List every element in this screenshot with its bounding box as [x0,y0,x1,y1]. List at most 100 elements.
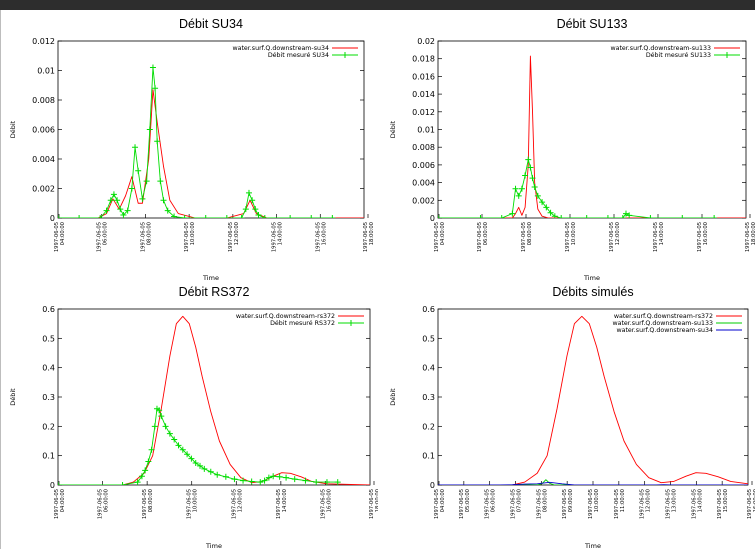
x-tick-date: 1997-06-05 [97,222,103,252]
x-tick-label: 1997-06-05 14:00:00 [276,489,288,519]
plot-frame [437,40,747,219]
x-tick-date: 1997-06-05 [434,222,440,252]
data-point [120,212,127,218]
x-tick-time: 14:00:00 [278,222,284,245]
x-tick-time: 10:00:00 [190,222,196,245]
y-tick-label: 0.4 [422,364,435,373]
data-point [107,197,114,204]
data-point [509,210,516,217]
x-tick-label: 1997-06-05 16:00:00 [320,489,332,519]
x-tick-date: 1997-06-05 [363,222,369,252]
y-tick-label: 0.016 [412,72,435,81]
x-tick-label: 1997-06-05 04:00:00 [434,489,446,519]
x-axis-label: Time [205,542,222,549]
x-tick-label: 1997-06-05 09:00:00 [562,489,574,519]
data-point [265,474,272,481]
data-point [192,460,199,466]
series-line-1 [58,408,338,485]
data-point [240,477,247,484]
data-point [156,407,163,414]
y-tick-label: 0.006 [412,161,435,170]
x-tick-date: 1997-06-05 [54,222,60,252]
data-point [619,215,626,218]
data-point [142,467,149,474]
data-point [518,185,525,192]
y-tick-label: 0.014 [412,90,435,99]
x-tick-date: 1997-06-05 [187,489,193,519]
data-point [525,156,532,163]
data-point [135,167,142,174]
x-tick-time: 04:00:00 [440,222,446,245]
legend-label: water.surf.Q.downstream-rs372 [614,313,713,320]
data-point [534,192,541,199]
x-tick-date: 1997-06-05 [276,489,282,519]
data-point [164,207,171,214]
data-point [58,482,61,485]
data-point [543,204,550,211]
chart-title: Débits simulés [552,285,633,299]
series-line-1 [58,67,333,218]
x-tick-date: 1997-06-05 [142,489,148,519]
data-point [531,184,538,191]
y-tick-label: 0.004 [412,179,435,188]
data-point [207,468,214,475]
chart-panel-debit-su133: Débit SU133 0 0.002 0.004 0.006 0.008 0.01 0.01… [378,10,755,282]
data-point [238,215,245,218]
x-tick-time: 14:00:00 [659,222,665,245]
x-tick-time: 08:00:00 [148,489,154,512]
data-point [257,479,264,485]
legend-label: Débit mesuré SU133 [646,51,711,59]
data-point [498,215,505,218]
x-tick-date: 1997-06-05 [140,222,146,252]
x-tick-time: 16:00:00 [321,222,327,245]
x-tick-date: 1997-06-05 [54,489,60,519]
x-tick-time: 06:00:00 [103,222,109,245]
data-point [626,212,633,218]
y-tick-label: 0 [430,481,435,490]
series-line-0 [58,89,364,218]
x-tick-time: 06:00:00 [104,489,110,512]
data-point [283,474,290,481]
data-point [242,206,249,213]
x-tick-label: 1997-06-05 04:00:00 [434,222,446,252]
x-tick-date: 1997-06-05 [745,222,751,252]
data-point [515,192,522,199]
legend-label: water.surf.Q.downstream-su133 [612,320,713,327]
x-tick-date: 1997-06-05 [565,222,571,252]
x-axis-label: Time [584,542,601,549]
x-tick-date: 1997-06-05 [609,222,615,252]
x-tick-time: 08:00:00 [527,222,533,245]
data-point [255,212,262,218]
legend-label: Débit mesuré SU34 [268,51,329,59]
data-point [160,197,167,204]
data-point [329,215,336,218]
x-tick-time: 12:00:00 [234,222,240,245]
y-tick-label: 0.5 [42,334,55,343]
legend-label: water.surf.Q.downstream-su34 [616,327,713,334]
plot-area [438,315,748,485]
x-tick-date: 1997-06-05 [231,489,237,519]
y-tick-label: 0.002 [32,185,55,194]
plot-area [438,55,746,218]
x-tick-label: 1997-06-05 06:00:00 [477,222,489,252]
data-point [222,473,229,480]
x-tick-date: 1997-06-05 [184,222,190,252]
y-tick-label: 0.2 [42,422,55,431]
plot-frame [57,40,365,219]
chart-panel-debit-rs372: Débit RS372 0 0.1 0.2 0.3 0.4 0.5 0.6 1997-06-05… [0,282,378,549]
y-tick-label: 0.02 [417,37,435,46]
data-point [138,473,145,480]
x-tick-date: 1997-06-05 [511,489,517,519]
x-tick-date: 1997-06-05 [369,489,375,519]
data-point [184,451,191,458]
data-point [522,172,529,179]
data-point [261,477,268,484]
chart-title: Débit RS372 [179,285,250,299]
x-tick-label: 1997-06-05 10:00:00 [184,222,196,252]
x-tick-label: 1997-06-05 16:00:00 [747,489,755,519]
y-tick-label: 0.006 [32,126,55,135]
data-point [529,175,536,182]
x-tick-label: 1997-06-05 04:00:00 [54,222,66,252]
x-tick-label: 1997-06-05 10:00:00 [588,489,600,519]
data-point [270,473,277,480]
